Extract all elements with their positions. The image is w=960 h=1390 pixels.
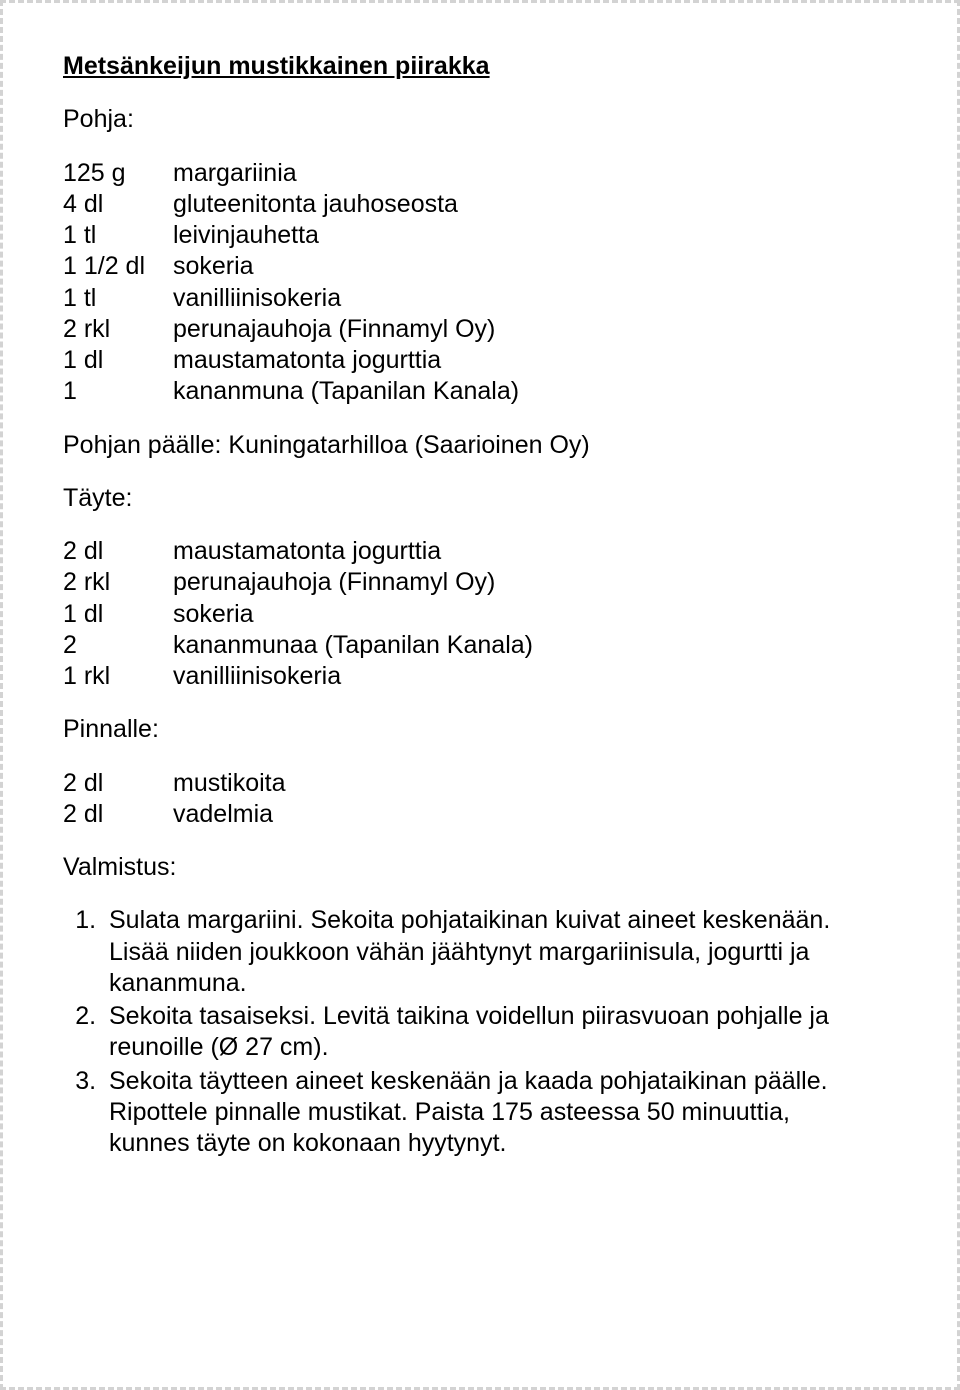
ingredient-row: 125 gmargariinia bbox=[63, 158, 519, 189]
ingredient-qty: 1 dl bbox=[63, 599, 173, 630]
ingredient-qty: 1 1/2 dl bbox=[63, 251, 173, 282]
step: Sekoita tasaiseksi. Levitä taikina voide… bbox=[103, 1001, 837, 1064]
ingredient-qty: 2 dl bbox=[63, 536, 173, 567]
ingredient-row: 2 dlvadelmia bbox=[63, 799, 286, 830]
recipe-title: Metsänkeijun mustikkainen piirakka bbox=[63, 51, 897, 82]
ingredient-row: 2 dlmaustamatonta jogurttia bbox=[63, 536, 533, 567]
step: Sulata margariini. Sekoita pohjataikinan… bbox=[103, 905, 837, 999]
ingredient-item: sokeria bbox=[173, 599, 533, 630]
ingredient-item: maustamatonta jogurttia bbox=[173, 536, 533, 567]
ingredient-qty: 4 dl bbox=[63, 189, 173, 220]
section-label-preparation: Valmistus: bbox=[63, 852, 897, 883]
section-label-filling: Täyte: bbox=[63, 483, 897, 514]
ingredient-item: leivinjauhetta bbox=[173, 220, 519, 251]
ingredient-item: gluteenitonta jauhoseosta bbox=[173, 189, 519, 220]
ingredient-item: perunajauhoja (Finnamyl Oy) bbox=[173, 567, 533, 598]
ingredient-qty: 2 rkl bbox=[63, 314, 173, 345]
ingredients-filling: 2 dlmaustamatonta jogurttia 2 rklperunaj… bbox=[63, 536, 533, 692]
ingredient-qty: 2 dl bbox=[63, 799, 173, 830]
ingredient-row: 2kananmunaa (Tapanilan Kanala) bbox=[63, 630, 533, 661]
ingredient-item: margariinia bbox=[173, 158, 519, 189]
ingredient-item: vanilliinisokeria bbox=[173, 661, 533, 692]
ingredient-row: 1 tlleivinjauhetta bbox=[63, 220, 519, 251]
section-label-base: Pohja: bbox=[63, 104, 897, 135]
ingredient-item: kananmuna (Tapanilan Kanala) bbox=[173, 376, 519, 407]
ingredient-item: vadelmia bbox=[173, 799, 286, 830]
ingredient-row: 2 rklperunajauhoja (Finnamyl Oy) bbox=[63, 567, 533, 598]
ingredients-topping: 2 dlmustikoita 2 dlvadelmia bbox=[63, 768, 286, 831]
ingredient-row: 1 dlmaustamatonta jogurttia bbox=[63, 345, 519, 376]
ingredient-row: 1 rklvanilliinisokeria bbox=[63, 661, 533, 692]
ingredient-item: kananmunaa (Tapanilan Kanala) bbox=[173, 630, 533, 661]
ingredients-base: 125 gmargariinia 4 dlgluteenitonta jauho… bbox=[63, 158, 519, 408]
ingredient-item: maustamatonta jogurttia bbox=[173, 345, 519, 376]
ingredient-qty: 2 rkl bbox=[63, 567, 173, 598]
ingredient-item: perunajauhoja (Finnamyl Oy) bbox=[173, 314, 519, 345]
ingredient-item: mustikoita bbox=[173, 768, 286, 799]
ingredient-qty: 125 g bbox=[63, 158, 173, 189]
on-base-note: Pohjan päälle: Kuningatarhilloa (Saarioi… bbox=[63, 430, 897, 461]
ingredient-qty: 1 tl bbox=[63, 220, 173, 251]
ingredient-qty: 1 bbox=[63, 376, 173, 407]
ingredient-row: 2 dlmustikoita bbox=[63, 768, 286, 799]
step: Sekoita täytteen aineet keskenään ja kaa… bbox=[103, 1066, 837, 1160]
ingredient-item: sokeria bbox=[173, 251, 519, 282]
ingredient-qty: 2 dl bbox=[63, 768, 173, 799]
section-label-topping: Pinnalle: bbox=[63, 714, 897, 745]
ingredient-row: 4 dlgluteenitonta jauhoseosta bbox=[63, 189, 519, 220]
ingredient-qty: 1 rkl bbox=[63, 661, 173, 692]
recipe-page: Metsänkeijun mustikkainen piirakka Pohja… bbox=[0, 0, 960, 1390]
ingredient-qty: 1 tl bbox=[63, 283, 173, 314]
ingredient-item: vanilliinisokeria bbox=[173, 283, 519, 314]
preparation-steps: Sulata margariini. Sekoita pohjataikinan… bbox=[103, 905, 897, 1159]
ingredient-qty: 1 dl bbox=[63, 345, 173, 376]
ingredient-row: 1 1/2 dlsokeria bbox=[63, 251, 519, 282]
ingredient-row: 1kananmuna (Tapanilan Kanala) bbox=[63, 376, 519, 407]
ingredient-qty: 2 bbox=[63, 630, 173, 661]
ingredient-row: 1 dlsokeria bbox=[63, 599, 533, 630]
ingredient-row: 1 tlvanilliinisokeria bbox=[63, 283, 519, 314]
ingredient-row: 2 rklperunajauhoja (Finnamyl Oy) bbox=[63, 314, 519, 345]
